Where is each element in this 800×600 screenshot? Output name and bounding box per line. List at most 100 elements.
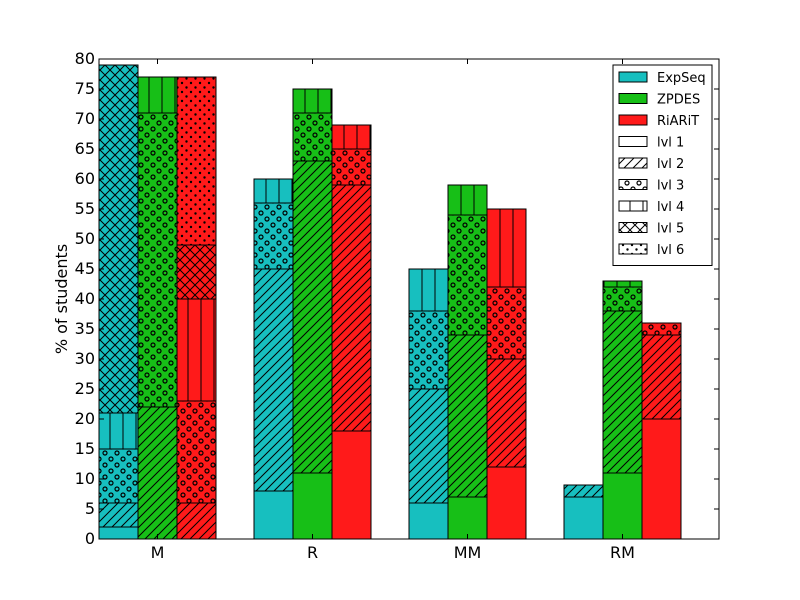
bar-expseq-m-lvl2-hatch <box>99 503 138 527</box>
y-tick-label: 30 <box>75 349 95 368</box>
legend-label-lvl-3: lvl 3 <box>657 179 684 194</box>
bar-expseq-m-lvl5-hatch <box>99 65 138 413</box>
bar-zpdes-rm-lvl4-edge <box>602 280 643 288</box>
bar-riarit-r-lvl4-hatch <box>332 125 371 149</box>
bar-zpdes-r-lvl4-edge <box>292 88 333 114</box>
y-tick-label: 5 <box>85 499 95 518</box>
bar-expseq-mm-lvl4-hatch <box>409 269 448 311</box>
legend-swatch-lvl-3-hatch <box>619 179 647 190</box>
bar-expseq-mm-lvl3-hatch <box>409 311 448 389</box>
legend-label-zpdes: ZPDES <box>657 93 700 108</box>
bar-zpdes-m-lvl2-hatch <box>138 407 177 539</box>
bar-zpdes-r-lvl3-hatch <box>293 113 332 161</box>
x-tick-label-m: M <box>151 543 165 562</box>
legend-swatch-riarit <box>619 115 647 125</box>
bar-riarit-rm-lvl1 <box>642 419 681 539</box>
y-tick-label: 60 <box>75 169 95 188</box>
bar-expseq-mm-lvl1 <box>409 503 448 539</box>
legend-label-lvl-1: lvl 1 <box>657 136 684 151</box>
bar-riarit-r-lvl4-edge <box>331 124 372 150</box>
bar-expseq-r-lvl2-hatch <box>254 269 293 491</box>
y-tick-label: 45 <box>75 259 95 278</box>
legend-swatch-zpdes <box>619 93 647 104</box>
y-tick-label: 80 <box>75 49 95 68</box>
bar-zpdes-m-lvl4-hatch <box>138 77 177 113</box>
bar-riarit-mm-lvl1 <box>487 467 526 539</box>
legend-swatch-lvl-5-edge <box>618 222 648 233</box>
x-tick-label-mm: MM <box>454 543 482 562</box>
y-tick-label: 10 <box>75 469 95 488</box>
bar-zpdes-m-lvl3-hatch <box>138 113 177 407</box>
legend-swatch-lvl-4-hatch <box>619 201 647 211</box>
bar-expseq-r-lvl4-hatch <box>254 179 293 203</box>
legend-label-expseq: ExpSeq <box>657 71 706 86</box>
bar-zpdes-mm-lvl3-hatch <box>448 215 487 335</box>
legend-swatch-zpdes-edge <box>618 93 648 104</box>
bar-expseq-r-lvl1 <box>254 491 293 539</box>
legend-swatch-lvl-6-hatch <box>619 244 647 254</box>
y-tick-label: 15 <box>75 439 95 458</box>
bar-riarit-rm-lvl2-hatch <box>642 335 681 419</box>
bar-zpdes-mm-lvl4-hatch <box>448 185 487 215</box>
y-tick-label: 55 <box>75 199 95 218</box>
bar-riarit-mm-lvl3-hatch <box>487 287 526 359</box>
y-tick-label: 20 <box>75 409 95 428</box>
bar-zpdes-rm-lvl4-hatch <box>603 281 642 287</box>
legend-swatch-riarit-edge <box>618 114 648 126</box>
bar-expseq-r-lvl3-hatch <box>254 203 293 269</box>
bar-riarit-m-lvl5-hatch <box>177 245 216 299</box>
legend-swatch-lvl-2-edge <box>618 157 648 169</box>
bar-riarit-m-lvl3-hatch <box>177 401 216 503</box>
bar-riarit-m-lvl6-edge <box>176 76 217 246</box>
bar-zpdes-r-lvl4-hatch <box>293 89 332 113</box>
y-tick-label: 25 <box>75 379 95 398</box>
x-tick-label-r: R <box>307 543 318 562</box>
legend-swatch-expseq-edge <box>618 71 648 83</box>
y-axis-label: % of students <box>52 244 71 354</box>
x-axis: M R MM RM <box>151 59 635 562</box>
legend-swatch-lvl-1-edge <box>618 136 648 147</box>
legend-swatch-expseq <box>619 72 647 82</box>
bar-riarit-m-lvl2-hatch <box>177 503 216 539</box>
legend-label-lvl-5: lvl 5 <box>657 222 684 237</box>
y-tick-label: 40 <box>75 289 95 308</box>
y-axis: 0 5 10 15 20 25 30 35 40 45 50 55 60 65 70 75 80 <box>75 49 719 548</box>
legend-label-lvl-4: lvl 4 <box>657 200 684 215</box>
bar-riarit-rm-lvl3-edge <box>641 322 682 336</box>
bar-zpdes-r-lvl2-hatch <box>293 161 332 473</box>
y-tick-label: 75 <box>75 79 95 98</box>
bar-expseq-rm-lvl1 <box>564 497 603 539</box>
bars-layer <box>98 64 682 540</box>
bar-expseq-m-lvl3-hatch <box>99 449 138 503</box>
bar-zpdes-r-lvl1 <box>293 473 332 539</box>
bar-riarit-mm-lvl4-edge <box>486 208 527 288</box>
legend-swatch-lvl-3-edge <box>618 179 648 190</box>
legend-label-lvl-2: lvl 2 <box>657 157 684 172</box>
bar-zpdes-rm-lvl2-hatch <box>603 311 642 473</box>
bar-riarit-mm-lvl2-hatch <box>487 359 526 467</box>
legend-swatch-lvl-6-edge <box>618 243 648 255</box>
legend-swatch-lvl-2-hatch <box>619 158 647 168</box>
y-tick-label: 35 <box>75 319 95 338</box>
bar-zpdes-mm-lvl2-hatch <box>448 335 487 497</box>
bar-riarit-mm-lvl4-hatch <box>487 209 526 287</box>
bar-riarit-m-lvl4-hatch <box>177 299 216 401</box>
bar-zpdes-rm-lvl1 <box>603 473 642 539</box>
bar-expseq-m-lvl4-hatch <box>99 413 138 449</box>
legend: ExpSeq ZPDES RiARiT lvl 1 lvl 2 lvl 3 lvl 4 lvl… <box>612 64 713 266</box>
bar-expseq-rm-lvl2-hatch <box>564 485 603 497</box>
bar-expseq-mm-lvl2-hatch <box>409 389 448 503</box>
x-tick-label-rm: RM <box>610 543 635 562</box>
legend-label-riarit: RiARiT <box>657 114 699 129</box>
bar-zpdes-mm-lvl1 <box>448 497 487 539</box>
bar-zpdes-rm-lvl3-hatch <box>603 287 642 311</box>
legend-label-lvl-6: lvl 6 <box>657 243 684 258</box>
y-tick-label: 0 <box>85 529 95 548</box>
bar-riarit-r-lvl1 <box>332 431 371 539</box>
legend-swatch-lvl-1 <box>619 136 647 147</box>
legend-swatch-lvl-5-hatch <box>619 222 647 233</box>
bar-zpdes-mm-lvl4-edge <box>447 184 488 216</box>
legend-swatch-lvl-4-edge <box>618 200 648 212</box>
bar-expseq-m-lvl1 <box>99 527 138 539</box>
